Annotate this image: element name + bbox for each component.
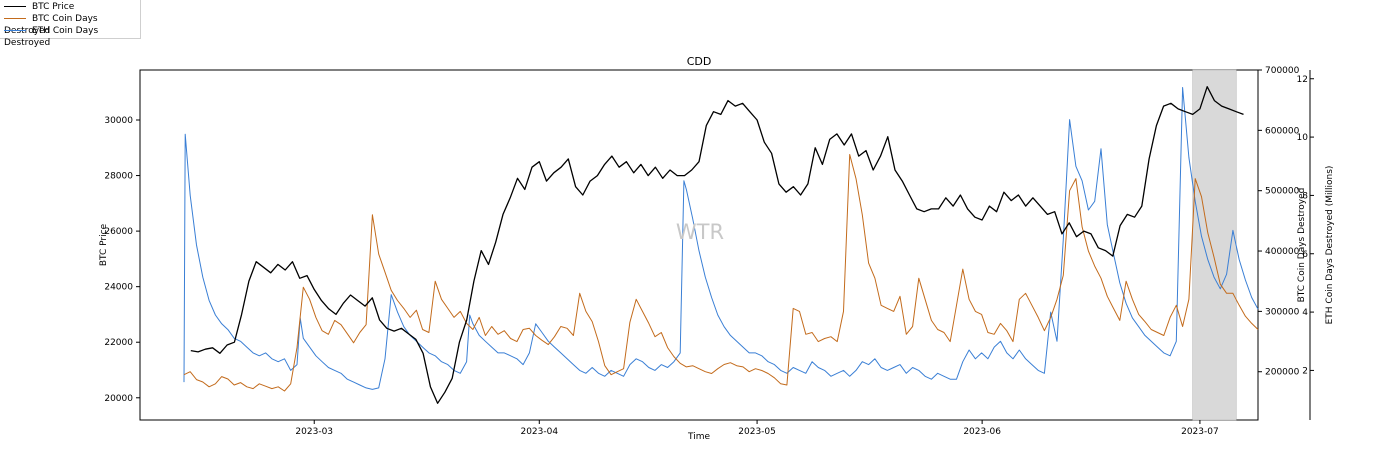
y-right2-tick-label: 4: [1302, 308, 1308, 318]
series-line-1: [183, 154, 1259, 392]
x-tick-label: 2023-05: [738, 427, 776, 437]
y-left-tick-label: 26000: [104, 227, 133, 237]
legend-label-eth-cdd: ETH Coin Days Destroyed: [4, 26, 99, 48]
y-right2-tick-label: 6: [1302, 250, 1308, 260]
y-right2-tick-label: 12: [1297, 75, 1308, 85]
legend-item-btc-cdd: BTC Coin Days Destroyed: [4, 13, 140, 36]
legend-item-eth-cdd: ETH Coin Days Destroyed: [4, 25, 140, 48]
y-right-tick-label: 300000: [1265, 307, 1300, 317]
x-tick-label: 2023-06: [963, 427, 1001, 437]
y-axis-left: 20000 22000 24000 26000 28000 30000: [104, 116, 140, 404]
y-axis-right-label: BTC Coin Days Destroyed: [1297, 188, 1307, 303]
series-layer: [183, 86, 1259, 404]
legend-item-btc-price: BTC Price: [4, 1, 74, 13]
y-axis-right2-label: ETH Coin Days Destroyed (Millions): [1325, 166, 1335, 325]
x-axis: 2023-03 2023-04 2023-05 2023-06 2023-07: [295, 420, 1219, 437]
legend-label-btc-price: BTC Price: [32, 2, 75, 12]
y-right-tick-label: 500000: [1265, 187, 1300, 197]
chart-title: CDD: [687, 55, 712, 68]
y-right2-tick-label: 10: [1297, 133, 1309, 143]
y-right-tick-label: 400000: [1265, 247, 1300, 257]
plot-frame: [139, 69, 1259, 421]
y-axis-right2: 2 4 6 8 10 12: [1297, 70, 1314, 420]
legend-swatch-eth-cdd: [4, 30, 26, 31]
series-line-0: [190, 86, 1244, 404]
y-axis-left-label: BTC Price: [99, 223, 109, 266]
y-left-tick-label: 24000: [104, 283, 133, 293]
plot-area: WTR: [139, 69, 1259, 421]
y-left-tick-label: 22000: [104, 338, 133, 348]
x-tick-label: 2023-07: [1181, 427, 1219, 437]
x-tick-label: 2023-03: [295, 427, 333, 437]
legend: BTC Price BTC Coin Days Destroyed ETH Co…: [0, 0, 141, 48]
watermark: WTR: [676, 220, 724, 244]
x-tick-label: 2023-04: [520, 427, 558, 437]
y-right-tick-label: 200000: [1265, 368, 1300, 378]
legend-swatch-btc-price: [4, 6, 26, 7]
y-right2-tick-label: 2: [1302, 366, 1308, 376]
x-axis-label: Time: [687, 432, 710, 442]
y-left-tick-label: 28000: [104, 172, 133, 182]
y-left-tick-label: 20000: [104, 394, 133, 404]
series-line-2: [183, 87, 1259, 390]
y-right2-tick-label: 8: [1302, 191, 1308, 201]
y-right-tick-label: 600000: [1265, 126, 1300, 136]
y-axis-right: 200000 300000 400000 500000 600000 700000: [1258, 66, 1300, 378]
shaded-region: [1192, 69, 1237, 421]
legend-swatch-btc-cdd: [4, 18, 26, 19]
y-right-tick-label: 700000: [1265, 66, 1300, 76]
legend-label-btc-cdd: BTC Coin Days Destroyed: [4, 14, 98, 36]
y-left-tick-label: 30000: [104, 116, 133, 126]
